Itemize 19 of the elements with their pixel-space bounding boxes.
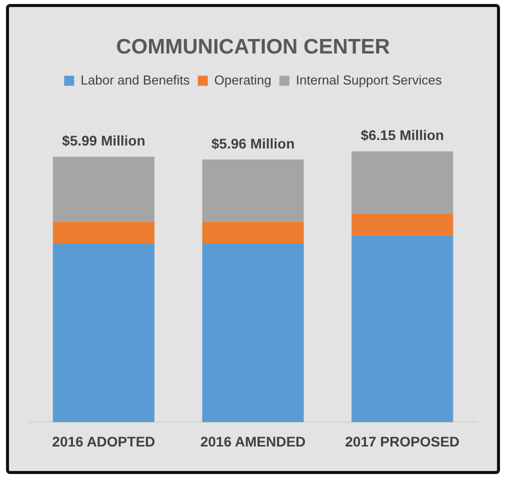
bar	[202, 243, 304, 422]
annotation: $5.96 Million	[211, 135, 295, 152]
bar	[52, 243, 154, 422]
x-tick-label: 2016 ADOPTED	[52, 433, 156, 450]
bar	[352, 151, 454, 214]
annotation: $5.99 Million	[62, 132, 146, 149]
chart-title: COMMUNICATION CENTER	[116, 35, 390, 58]
x-tick-label: 2017 PROPOSED	[345, 433, 460, 450]
bar	[52, 156, 154, 222]
x-tick-label: 2016 AMENDED	[200, 433, 306, 450]
legend-label: Operating	[214, 72, 272, 88]
legend-label: Labor and Benefits	[80, 72, 190, 88]
bar	[352, 235, 454, 422]
legend-label: Internal Support Services	[296, 72, 442, 88]
bar	[202, 159, 304, 222]
annotation: $6.15 Million	[360, 127, 444, 144]
bar	[352, 214, 454, 236]
bar	[202, 222, 304, 244]
bar	[52, 222, 154, 244]
